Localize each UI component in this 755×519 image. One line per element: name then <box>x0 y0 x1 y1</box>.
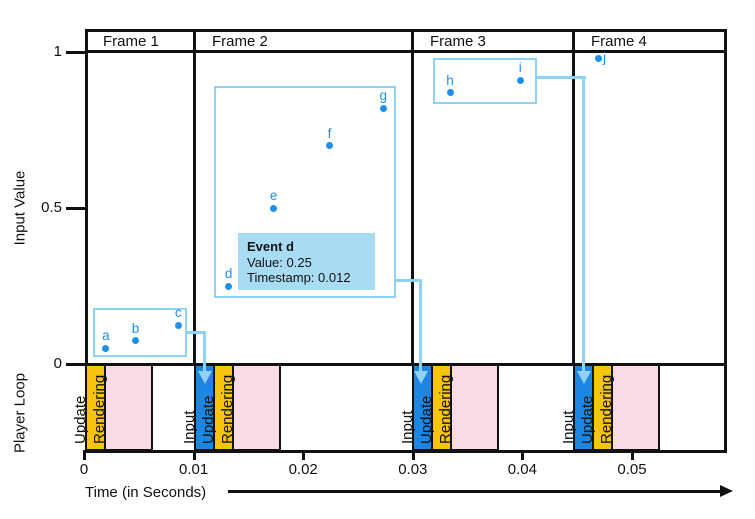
event-label-h: h <box>446 72 454 88</box>
event-dot-d[interactable] <box>225 282 233 290</box>
y-tick-mark <box>66 51 85 54</box>
frame-header-label: Frame 3 <box>430 33 486 50</box>
time-axis-arrow-line <box>228 490 722 493</box>
loop-bar-rendering: Rendering <box>219 364 281 451</box>
loop-bar-rendering: Rendering <box>598 364 660 451</box>
connector-arrowhead-icon <box>576 371 591 384</box>
loop-bar-label: Input <box>181 410 198 444</box>
player-loop-axis-title: Player Loop <box>11 372 29 454</box>
event-d-tooltip: Event d Value: 0.25 Timestamp: 0.012 <box>238 233 375 290</box>
frame-boundary-line <box>572 29 575 366</box>
event-group-box-abc <box>93 308 187 357</box>
event-label-e: e <box>269 188 278 203</box>
event-label-d: d <box>224 266 233 281</box>
frame-header-label: Frame 2 <box>212 33 268 50</box>
event-dot-g[interactable] <box>379 104 387 112</box>
y-tick-label: 0.5 <box>41 199 62 216</box>
x-tick-label: 0.03 <box>398 461 428 478</box>
event-dot-a[interactable] <box>102 344 110 352</box>
frame-header-label: Frame 1 <box>103 33 159 50</box>
x-tick-mark <box>192 450 196 460</box>
event-label-j: j <box>603 50 607 66</box>
connector-line <box>419 279 422 372</box>
chart-border <box>85 29 727 453</box>
event-label-g: g <box>379 88 387 104</box>
tooltip-timestamp-line: Timestamp: 0.012 <box>247 270 351 285</box>
loop-bar-label: Input <box>399 410 416 444</box>
loop-bar-label: Rendering <box>91 374 108 444</box>
event-dot-c[interactable] <box>174 321 182 329</box>
event-label-i: i <box>518 60 522 76</box>
y-tick-mark <box>66 207 85 210</box>
event-group-box-defg <box>214 86 396 298</box>
x-tick-label: 0 <box>79 461 89 478</box>
connector-arrowhead-icon <box>413 371 428 384</box>
x-tick-label: 0.02 <box>288 461 318 478</box>
frame-header-underline <box>85 50 727 53</box>
event-label-f: f <box>327 125 332 141</box>
event-dot-f[interactable] <box>326 142 333 150</box>
loop-bar-label: Input <box>560 410 577 444</box>
event-dot-h[interactable] <box>446 89 454 97</box>
connector-arrowhead-icon <box>197 371 212 384</box>
loop-bar-label: Update <box>72 395 89 444</box>
x-tick-mark <box>631 450 634 460</box>
x-tick-mark <box>521 450 525 460</box>
event-dot-e[interactable] <box>270 204 278 212</box>
event-dot-j[interactable] <box>594 54 602 62</box>
loop-bar-label: Update <box>200 395 217 444</box>
event-label-c: c <box>174 305 182 320</box>
connector-line <box>396 279 422 282</box>
frame-boundary-line <box>193 29 196 366</box>
loop-bar-label: Update <box>418 395 435 444</box>
loop-bar-label: Rendering <box>437 374 454 444</box>
loop-bar-label: Update <box>579 395 596 444</box>
loop-bar-rendering: Rendering <box>437 364 499 451</box>
connector-line <box>203 331 206 372</box>
loop-bar-label: Rendering <box>598 374 615 444</box>
y-tick-label: 0 <box>53 355 62 372</box>
zero-baseline <box>85 363 727 366</box>
tooltip-value-line: Value: 0.25 <box>247 254 312 270</box>
event-label-b: b <box>131 320 140 336</box>
x-tick-label: 0.05 <box>617 461 647 478</box>
event-label-a: a <box>102 328 110 344</box>
event-dot-b[interactable] <box>132 337 139 345</box>
tooltip-title: Event d <box>247 239 294 254</box>
frame-boundary-line <box>411 29 414 366</box>
x-tick-mark <box>83 450 86 460</box>
time-axis-arrow-icon <box>720 485 733 497</box>
x-tick-label: 0.01 <box>178 461 209 478</box>
x-tick-mark <box>302 450 306 460</box>
event-dot-i[interactable] <box>516 76 524 84</box>
y-tick-mark <box>66 363 85 366</box>
x-axis-title: Time (in Seconds) <box>85 484 207 501</box>
frame-header-label: Frame 4 <box>591 33 647 50</box>
y-tick-label: 1 <box>53 43 62 60</box>
x-tick-label: 0.04 <box>507 461 537 478</box>
connector-line <box>187 331 206 334</box>
connector-line <box>537 76 586 79</box>
loop-bar-rendering: Rendering <box>91 364 153 451</box>
x-tick-mark <box>411 450 415 460</box>
event-group-box-hi <box>433 58 537 104</box>
connector-line <box>582 76 585 372</box>
loop-bar-label: Rendering <box>219 374 236 444</box>
